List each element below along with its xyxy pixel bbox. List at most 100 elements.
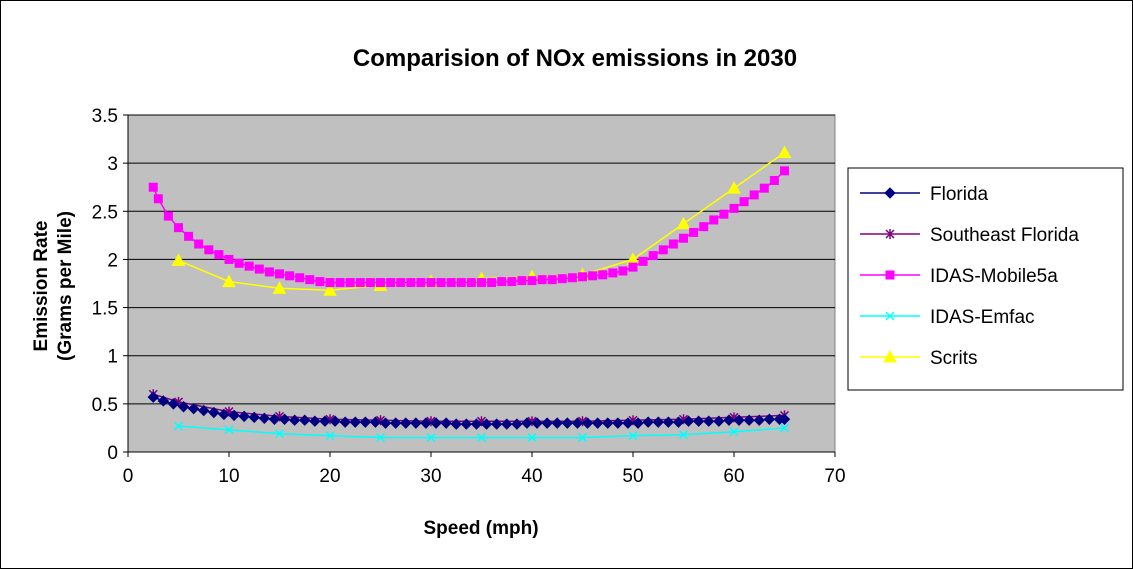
data-point-idas-mobile5a — [355, 278, 365, 288]
data-point-idas-mobile5a — [679, 233, 688, 243]
data-point-scrits — [272, 281, 287, 294]
y-tick-label: 2.5 — [92, 202, 118, 223]
data-point-florida — [480, 418, 493, 430]
x-tick-label: 50 — [622, 466, 643, 487]
data-point-florida — [692, 415, 705, 427]
data-point-scrits — [171, 253, 186, 266]
data-point-idas-mobile5a — [234, 258, 244, 268]
x-axis-title: Speed (mph) — [423, 518, 538, 539]
data-point-florida — [632, 417, 644, 429]
data-point-idas-mobile5a — [709, 215, 719, 225]
data-point-idas-mobile5a — [547, 275, 557, 285]
data-point-idas-mobile5a — [325, 278, 335, 288]
data-point-idas-mobile5a — [527, 276, 537, 286]
legend-label-scrits: Scrits — [930, 348, 978, 369]
data-point-scrits — [777, 145, 792, 159]
data-point-idas-mobile5a — [769, 175, 779, 185]
data-point-florida — [642, 416, 654, 428]
data-point-scrits — [727, 181, 741, 194]
data-point-florida — [733, 414, 745, 426]
plot-area: 0 0.5 1 1.5 2 2.5 3 3.5 0 10 20 30 40 50 60 70 — [92, 106, 846, 487]
data-point-florida — [157, 395, 170, 407]
legend-item-southeast-florida: Southeast Florida — [860, 225, 1079, 246]
data-point-florida — [309, 415, 321, 427]
data-point-florida — [511, 418, 523, 430]
data-point-florida — [268, 413, 281, 425]
data-point-florida — [612, 417, 624, 429]
data-point-idas-mobile5a — [608, 268, 618, 278]
series-florida — [147, 391, 791, 430]
data-point-florida — [187, 402, 200, 415]
y-axis-title: Emission Rate (Grams per Mile) — [31, 211, 76, 361]
data-point-idas-mobile5a — [446, 278, 456, 288]
data-point-florida — [389, 417, 402, 429]
data-point-florida — [778, 413, 791, 425]
data-point-florida — [662, 416, 675, 428]
data-point-idas-mobile5a — [406, 278, 416, 288]
data-point-florida — [339, 416, 351, 428]
series-line-idas-mobile5a — [152, 170, 786, 284]
data-point-idas-emfac — [527, 433, 537, 443]
data-point-florida — [571, 417, 584, 429]
data-point-idas-mobile5a — [163, 211, 173, 221]
data-point-idas-mobile5a — [507, 277, 517, 287]
legend-item-florida: Florida — [860, 184, 989, 205]
data-point-idas-mobile5a — [517, 276, 527, 286]
x-tick-label: 10 — [218, 466, 239, 487]
data-point-idas-mobile5a — [487, 278, 497, 288]
data-point-florida — [329, 415, 341, 427]
data-point-scrits — [222, 274, 236, 288]
data-point-idas-mobile5a — [153, 194, 163, 204]
data-point-idas-emfac — [426, 433, 436, 443]
legend-marker-scrits — [883, 349, 897, 363]
data-point-idas-mobile5a — [436, 278, 446, 288]
data-point-idas-mobile5a — [285, 271, 295, 281]
data-point-florida — [228, 409, 240, 422]
data-point-idas-mobile5a — [335, 278, 345, 288]
data-point-idas-mobile5a — [376, 278, 385, 288]
data-point-florida — [703, 415, 715, 427]
data-point-idas-mobile5a — [759, 183, 769, 193]
data-point-florida — [299, 414, 311, 426]
data-point-florida — [713, 415, 725, 427]
y-tick-label: 1 — [107, 347, 118, 368]
data-point-idas-mobile5a — [174, 223, 183, 233]
data-point-florida — [198, 404, 210, 417]
legend: Florida Southeast Florida IDAS-Mobile5a IDA… — [847, 167, 1124, 391]
data-point-florida — [521, 417, 533, 429]
data-point-idas-mobile5a — [618, 266, 628, 276]
data-point-florida — [167, 398, 180, 410]
data-point-idas-mobile5a — [537, 275, 547, 285]
data-point-idas-mobile5a — [729, 203, 739, 213]
data-point-idas-mobile5a — [244, 261, 254, 271]
data-point-idas-emfac — [224, 425, 234, 435]
data-point-florida — [258, 412, 271, 425]
data-point-scrits — [323, 283, 337, 296]
data-point-idas-mobile5a — [426, 278, 436, 288]
data-point-florida — [288, 414, 301, 426]
data-point-idas-mobile5a — [365, 278, 375, 288]
data-point-idas-emfac — [779, 423, 790, 433]
data-point-florida — [743, 414, 755, 426]
data-point-idas-emfac — [628, 431, 638, 441]
legend-item-scrits: Scrits — [860, 348, 978, 369]
data-point-florida — [763, 413, 776, 425]
data-point-idas-mobile5a — [749, 190, 759, 200]
data-point-florida — [591, 417, 604, 429]
data-point-idas-mobile5a — [588, 271, 598, 281]
data-point-idas-mobile5a — [658, 245, 668, 255]
data-point-idas-emfac — [375, 433, 386, 443]
data-point-idas-mobile5a — [578, 272, 587, 282]
data-point-idas-mobile5a — [567, 273, 577, 283]
data-point-scrits — [676, 216, 691, 230]
data-point-florida — [208, 406, 220, 419]
data-point-florida — [218, 408, 230, 421]
legend-item-idas-mobile5a: IDAS-Mobile5a — [860, 266, 1058, 287]
data-point-idas-mobile5a — [557, 274, 567, 284]
data-point-idas-emfac — [678, 430, 689, 440]
data-point-florida — [581, 417, 594, 429]
legend-marker-southeast-florida — [885, 229, 895, 239]
data-point-florida — [450, 418, 462, 430]
data-point-idas-mobile5a — [739, 197, 749, 207]
